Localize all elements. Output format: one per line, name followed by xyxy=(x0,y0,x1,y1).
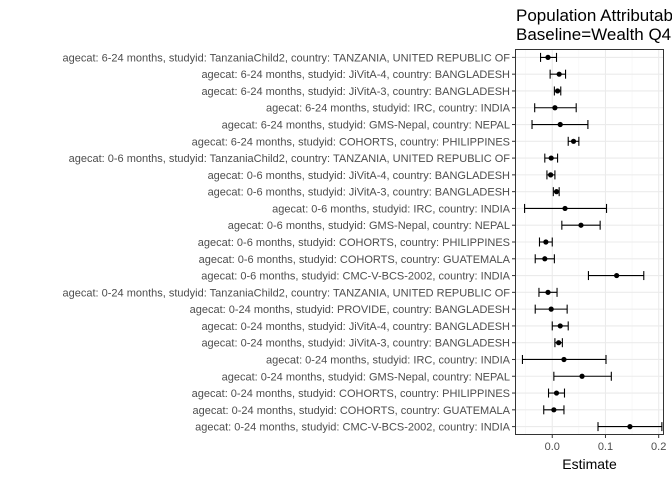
error-bar xyxy=(538,237,553,247)
y-tick-label: agecat: 0-24 months, studyid: CMC-V-BCS-… xyxy=(195,422,511,434)
error-bar xyxy=(553,371,612,381)
x-tick-label: 0.2 xyxy=(651,441,666,453)
y-tick-label: agecat: 0-24 months, studyid: COHORTS, c… xyxy=(192,388,510,400)
error-bar xyxy=(521,354,607,364)
estimate-point xyxy=(553,189,560,195)
error-bar xyxy=(549,69,567,79)
chart-title-line-2: Baseline=Wealth Q4 xyxy=(516,25,671,44)
plot-panel xyxy=(515,49,664,435)
y-tick-label: agecat: 0-6 months, studyid: COHORTS, co… xyxy=(198,237,510,249)
y-axis-labels: agecat: 6-24 months, studyid: TanzaniaCh… xyxy=(62,52,515,434)
y-tick-label: agecat: 6-24 months, studyid: IRC, count… xyxy=(266,103,511,115)
error-bar xyxy=(543,405,565,415)
x-tick-label: 0.0 xyxy=(545,441,560,453)
panel-border xyxy=(515,49,664,435)
estimate-point xyxy=(557,121,563,128)
error-bar xyxy=(531,120,589,130)
y-tick-label: agecat: 6-24 months, studyid: JiVitA-3, … xyxy=(201,86,510,98)
error-bar xyxy=(534,254,555,264)
error-bar xyxy=(544,153,559,163)
estimate-point xyxy=(542,256,548,262)
y-tick-label: agecat: 0-24 months, studyid: PROVIDE, c… xyxy=(190,304,510,316)
x-axis: 0.0 0.1 0.2 xyxy=(545,435,666,453)
y-tick-label: agecat: 6-24 months, studyid: TanzaniaCh… xyxy=(62,52,510,64)
estimate-point xyxy=(627,424,633,430)
y-tick-label: agecat: 0-6 months, studyid: TanzaniaChi… xyxy=(69,153,511,165)
error-bar xyxy=(554,338,563,348)
y-tick-label: agecat: 0-6 months, studyid: COHORTS, co… xyxy=(199,254,511,266)
estimate-point xyxy=(562,205,568,212)
estimate-point xyxy=(548,306,554,312)
error-bar xyxy=(551,321,569,331)
y-tick-label: agecat: 0-6 months, studyid: CMC-V-BCS-2… xyxy=(201,271,510,283)
estimate-point xyxy=(614,272,620,279)
chart-title-line-1: Population Attributable Difference xyxy=(516,6,672,25)
estimate-point xyxy=(548,172,554,178)
error-bar xyxy=(587,271,645,281)
x-axis-title: Estimate xyxy=(562,456,617,472)
error-bar xyxy=(552,187,560,197)
estimate-point xyxy=(545,289,551,295)
y-tick-label: agecat: 0-24 months, studyid: JiVitA-4, … xyxy=(201,321,510,333)
estimate-point xyxy=(557,323,563,329)
estimate-point xyxy=(556,340,562,346)
error-bar xyxy=(597,422,663,432)
estimate-point xyxy=(554,88,561,94)
estimate-point xyxy=(556,71,562,77)
x-tick-label: 0.1 xyxy=(598,441,613,453)
estimate-point xyxy=(561,356,567,363)
error-bar xyxy=(538,287,558,297)
y-tick-label: agecat: 0-24 months, studyid: GMS-Nepal,… xyxy=(222,371,510,383)
y-tick-label: agecat: 6-24 months, studyid: JiVitA-4, … xyxy=(201,69,510,81)
error-bar xyxy=(534,304,568,314)
y-tick-label: agecat: 6-24 months, studyid: COHORTS, c… xyxy=(192,136,510,148)
estimate-point xyxy=(545,54,551,60)
y-tick-label: agecat: 0-6 months, studyid: JiVitA-3, c… xyxy=(208,187,510,199)
y-tick-label: agecat: 0-24 months, studyid: TanzaniaCh… xyxy=(62,287,510,299)
y-tick-label: agecat: 6-24 months, studyid: GMS-Nepal,… xyxy=(222,120,510,132)
error-bar xyxy=(539,52,558,62)
estimate-point xyxy=(579,373,585,379)
y-tick-label: agecat: 0-24 months, studyid: JiVitA-3, … xyxy=(201,338,510,350)
estimate-point xyxy=(578,222,584,228)
estimate-point xyxy=(551,407,557,413)
estimate-point xyxy=(570,138,577,144)
error-bar xyxy=(547,388,566,398)
error-bar xyxy=(546,170,556,180)
estimate-point xyxy=(552,105,558,111)
y-tick-label: agecat: 0-24 months, studyid: COHORTS, c… xyxy=(193,405,511,417)
error-bar xyxy=(553,86,562,96)
error-bar xyxy=(567,136,580,146)
error-bar xyxy=(561,220,601,230)
y-tick-label: agecat: 0-6 months, studyid: IRC, countr… xyxy=(272,203,510,215)
y-tick-label: agecat: 0-6 months, studyid: GMS-Nepal, … xyxy=(228,220,510,232)
estimate-point xyxy=(543,239,549,245)
estimate-marks xyxy=(521,52,663,432)
y-tick-label: agecat: 0-6 months, studyid: JiVitA-4, c… xyxy=(208,170,510,182)
estimate-point xyxy=(553,390,560,396)
estimate-point xyxy=(548,155,554,161)
y-tick-label: agecat: 0-24 months, studyid: IRC, count… xyxy=(266,354,511,366)
error-bar xyxy=(524,203,608,213)
error-bar xyxy=(534,103,577,113)
